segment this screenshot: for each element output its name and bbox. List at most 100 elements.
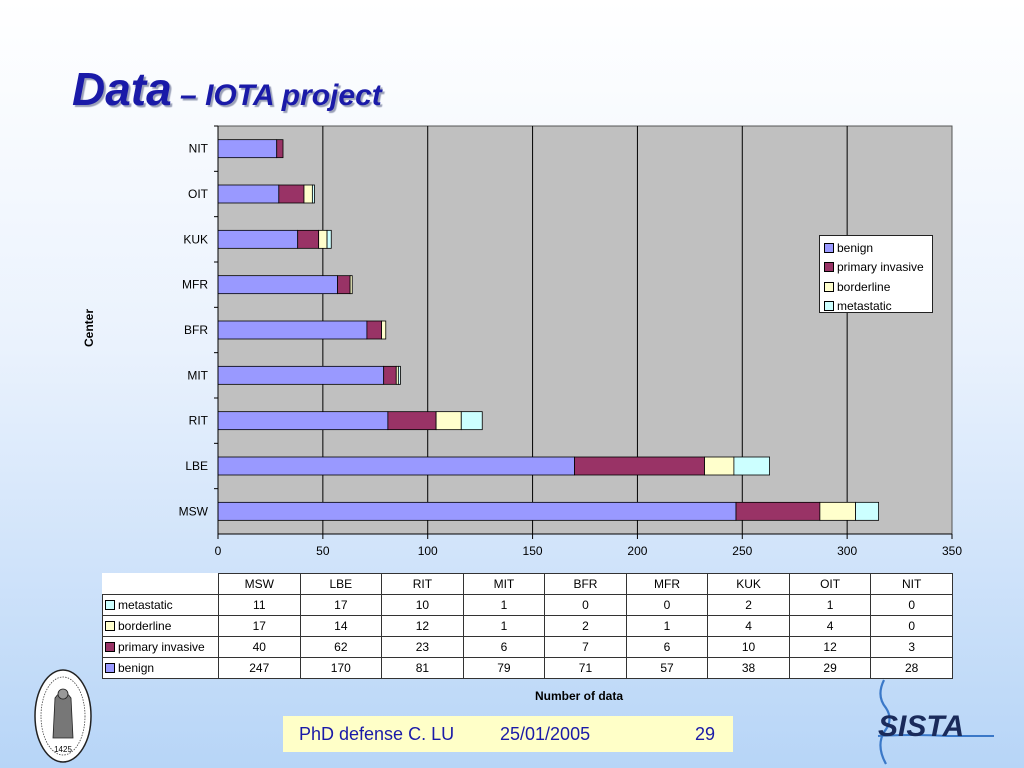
chart-legend: benign primary invasive borderline metastat… — [819, 235, 933, 313]
x-tick-label: 0 — [215, 544, 222, 558]
table-cell: 28 — [870, 657, 953, 679]
legend-label: borderline — [837, 279, 891, 294]
table-row-swatch — [105, 663, 115, 673]
bar-primary-invasive-rit — [387, 411, 437, 431]
y-tick-label: RIT — [189, 414, 209, 428]
bar-benign-lbe — [217, 456, 575, 476]
table-cell: 2 — [544, 615, 627, 637]
bar-benign-bfr — [217, 320, 368, 340]
table-row-swatch — [105, 600, 115, 610]
table-column-header: KUK — [707, 573, 790, 595]
bar-metastatic-oit — [311, 184, 315, 204]
table-cell: 2 — [707, 594, 790, 616]
table-cell: 1 — [788, 594, 872, 616]
y-tick-label: MFR — [182, 278, 208, 292]
x-tick-label: 350 — [942, 544, 962, 558]
table-cell: 79 — [462, 657, 546, 679]
chart-data-table: MSW LBE RIT MIT BFR MFR KUK OIT NIT metastatic 11… — [102, 573, 953, 679]
legend-label: metastatic — [837, 299, 892, 314]
y-tick-label: MSW — [179, 504, 209, 518]
table-column-header: NIT — [870, 573, 953, 595]
x-tick-label: 200 — [627, 544, 647, 558]
bar-borderline-oit — [303, 184, 313, 204]
bar-benign-oit — [217, 184, 280, 204]
table-body: metastatic 11 17 10 1 0 0 2 1 0 borderline 17 14 12 1 2… — [102, 594, 953, 679]
table-row-label: primary invasive — [118, 640, 205, 654]
table-corner — [102, 573, 219, 595]
table-cell: 0 — [544, 594, 627, 616]
legend-item: borderline — [824, 277, 932, 297]
bar-metastatic-lbe — [733, 456, 770, 476]
bar-metastatic-mit — [397, 365, 401, 385]
sista-logo-icon: SISTA — [877, 679, 994, 765]
table-row-swatch — [105, 621, 115, 631]
table-cell: 0 — [870, 594, 953, 616]
y-tick-label: LBE — [185, 459, 208, 473]
legend-label: benign — [837, 240, 874, 255]
bar-benign-kuk — [217, 229, 299, 249]
x-tick-label: 100 — [418, 544, 438, 558]
x-tick-label: 300 — [837, 544, 857, 558]
table-cell: 57 — [625, 657, 709, 679]
bar-primary-invasive-mit — [383, 365, 397, 385]
table-column-header: MIT — [462, 573, 546, 595]
slide-title-sub: – IOTA project — [171, 79, 382, 112]
table-row: metastatic 11 17 10 1 0 0 2 1 0 — [102, 594, 953, 616]
x-axis-title: Number of data — [535, 689, 624, 703]
bar-borderline-lbe — [704, 456, 735, 476]
x-tick-label: 150 — [523, 544, 543, 558]
x-axis-ticks: 0 50 100 150 200 250 300 350 — [215, 534, 962, 558]
legend-item: primary invasive — [824, 258, 932, 278]
table-cell: 23 — [381, 636, 464, 658]
footer-bar: PhD defense C. LU 25/01/2005 29 — [283, 716, 733, 752]
bar-metastatic-msw — [855, 501, 880, 521]
table-cell: 71 — [544, 657, 627, 679]
x-tick-label: 50 — [316, 544, 330, 558]
slide-title: Data – IOTA project — [72, 62, 382, 116]
table-cell: 247 — [218, 657, 301, 679]
bars — [217, 139, 880, 521]
table-cell: 62 — [299, 636, 383, 658]
table-cell: 12 — [788, 636, 872, 658]
table-cell: 11 — [218, 594, 301, 616]
y-axis-title: Center — [82, 308, 96, 348]
table-column-header: LBE — [299, 573, 383, 595]
bar-benign-msw — [217, 501, 737, 521]
table-cell: 12 — [381, 615, 464, 637]
table-cell: 40 — [218, 636, 301, 658]
table-column-header: RIT — [381, 573, 464, 595]
bar-benign-nit — [217, 139, 278, 159]
table-column-header: MFR — [625, 573, 709, 595]
table-cell: 17 — [299, 594, 383, 616]
table-row-header: benign — [102, 657, 219, 679]
footer-date: 25/01/2005 — [500, 724, 591, 744]
table-row-swatch — [105, 642, 115, 652]
table-row: benign 247 170 81 79 71 57 38 29 28 — [102, 657, 953, 679]
slide-title-main: Data — [72, 63, 172, 115]
table-header-row: MSW LBE RIT MIT BFR MFR KUK OIT NIT — [102, 573, 953, 595]
table-column-header: BFR — [544, 573, 627, 595]
table-cell: 6 — [625, 636, 709, 658]
table-cell: 170 — [299, 657, 383, 679]
legend-swatch — [824, 281, 834, 292]
y-tick-label: MIT — [187, 368, 208, 382]
bar-metastatic-rit — [460, 411, 483, 431]
table-cell: 17 — [218, 615, 301, 637]
bar-borderline-rit — [435, 411, 462, 431]
table-cell: 10 — [707, 636, 790, 658]
table-row-label: metastatic — [118, 598, 173, 612]
table-cell: 0 — [870, 615, 953, 637]
table-cell: 7 — [544, 636, 627, 658]
bar-primary-invasive-msw — [735, 501, 821, 521]
legend-swatch — [824, 262, 834, 273]
table-row: primary invasive 40 62 23 6 7 6 10 12 3 — [102, 636, 953, 658]
table-row-label: benign — [118, 661, 155, 675]
seal-year: 1425 — [54, 745, 72, 754]
x-tick-label: 250 — [732, 544, 752, 558]
bar-benign-mfr — [217, 275, 338, 295]
table-column-header: MSW — [218, 573, 301, 595]
table-cell: 1 — [462, 615, 546, 637]
sista-logo-text: SISTA — [878, 710, 964, 743]
table-row-header: metastatic — [102, 594, 219, 616]
bar-borderline-msw — [819, 501, 856, 521]
